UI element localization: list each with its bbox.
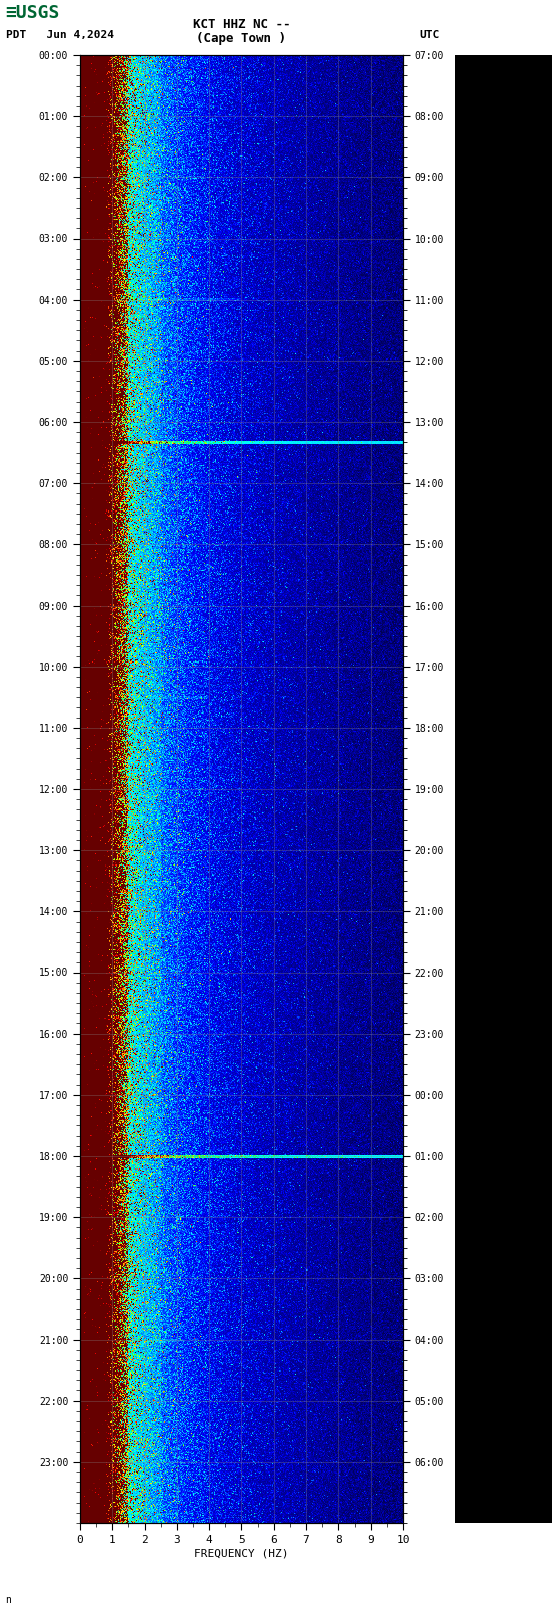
Text: n: n <box>6 1595 12 1605</box>
Text: UTC: UTC <box>419 31 439 40</box>
Text: (Cape Town ): (Cape Town ) <box>197 32 286 45</box>
Text: ≡USGS: ≡USGS <box>6 3 60 23</box>
X-axis label: FREQUENCY (HZ): FREQUENCY (HZ) <box>194 1548 289 1560</box>
Text: KCT HHZ NC --: KCT HHZ NC -- <box>193 18 290 31</box>
Text: PDT   Jun 4,2024: PDT Jun 4,2024 <box>6 31 114 40</box>
